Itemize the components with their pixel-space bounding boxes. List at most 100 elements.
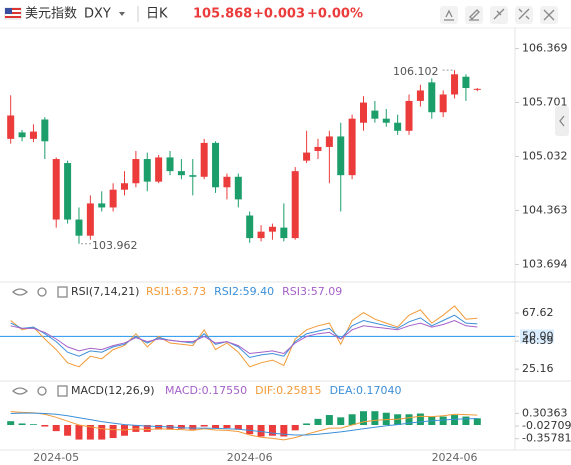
candle-body bbox=[268, 226, 276, 232]
candle-body bbox=[314, 146, 322, 151]
macd-bar bbox=[314, 418, 322, 425]
candle-body bbox=[86, 203, 94, 236]
dropdown-arrow[interactable] bbox=[119, 12, 125, 16]
candle-body bbox=[166, 157, 174, 172]
change: +0.003 bbox=[253, 7, 305, 22]
tool-button[interactable] bbox=[540, 6, 558, 24]
candle-body bbox=[462, 76, 470, 89]
settings-icon[interactable] bbox=[37, 386, 47, 396]
candle-body bbox=[428, 82, 436, 113]
macd-bar bbox=[246, 425, 254, 435]
macd-bar bbox=[155, 425, 163, 430]
candle-body bbox=[303, 152, 311, 161]
macd-bar bbox=[75, 425, 83, 440]
candle-body bbox=[189, 175, 197, 177]
candle-body bbox=[109, 189, 117, 208]
candle-body bbox=[451, 74, 459, 95]
macd-bar bbox=[462, 416, 470, 425]
macd-bar bbox=[143, 425, 151, 432]
rsi-line bbox=[10, 305, 478, 368]
eye-icon[interactable] bbox=[12, 288, 28, 296]
y-tick-label: -0.35781 bbox=[522, 432, 571, 445]
candle-body bbox=[177, 171, 185, 176]
macd-bar bbox=[109, 425, 117, 439]
candle-body bbox=[29, 131, 37, 139]
menu-icon[interactable] bbox=[57, 385, 68, 397]
candle-body bbox=[405, 100, 413, 131]
candle-body bbox=[41, 119, 49, 142]
macd-bar bbox=[268, 425, 276, 436]
legend-entry: RSI3:57.09 bbox=[282, 285, 342, 298]
macd-bar bbox=[257, 425, 265, 437]
tick-label-highlight bbox=[520, 329, 554, 344]
macd-bar bbox=[291, 425, 299, 431]
candle-body bbox=[360, 102, 367, 123]
period[interactable]: 日K bbox=[146, 7, 168, 22]
candle-body bbox=[132, 159, 140, 184]
tool-button[interactable] bbox=[440, 6, 458, 24]
candle-body bbox=[121, 183, 128, 190]
legend-entry: DIF:0.25815 bbox=[255, 384, 321, 397]
candle-body bbox=[348, 118, 356, 176]
symbol-name[interactable]: 美元指数 bbox=[25, 7, 77, 22]
macd-bar bbox=[177, 425, 185, 429]
y-tick-label: 105.032 bbox=[522, 149, 568, 162]
macd-bar bbox=[212, 425, 220, 429]
macd-bar bbox=[325, 415, 333, 425]
change-percent: +0.00% bbox=[307, 7, 363, 22]
candle-body bbox=[64, 163, 72, 220]
candle-body bbox=[155, 157, 163, 182]
tool-button[interactable] bbox=[465, 6, 483, 24]
flag-icon bbox=[4, 7, 22, 20]
macd-bar bbox=[451, 415, 459, 425]
y-tick-label: 25.16 bbox=[522, 362, 554, 375]
macd-bar bbox=[337, 417, 345, 425]
y-tick-label: -0.02709 bbox=[522, 419, 571, 432]
candle-body bbox=[371, 110, 379, 119]
candle-body bbox=[416, 90, 424, 101]
y-tick-label: 106.369 bbox=[522, 42, 568, 55]
macd-bar bbox=[223, 425, 231, 429]
candle-body bbox=[234, 176, 242, 200]
candle-body bbox=[52, 159, 60, 220]
rsi-line bbox=[10, 319, 478, 355]
candle-body bbox=[291, 171, 299, 239]
macd-bar bbox=[371, 411, 379, 425]
max-label: 106.102 bbox=[393, 65, 439, 78]
macd-bar bbox=[7, 421, 15, 425]
macd-bar bbox=[234, 425, 242, 430]
macd-bar bbox=[303, 423, 311, 425]
tool-button[interactable] bbox=[490, 6, 508, 24]
symbol-code[interactable]: DXY bbox=[84, 7, 111, 22]
macd-bar bbox=[382, 412, 390, 425]
candle-body bbox=[143, 159, 151, 182]
macd-bar bbox=[473, 418, 481, 425]
eye-icon[interactable] bbox=[12, 387, 28, 395]
menu-icon[interactable] bbox=[57, 286, 68, 298]
settings-icon[interactable] bbox=[37, 287, 47, 297]
tool-button[interactable] bbox=[515, 6, 533, 24]
candle-body bbox=[325, 136, 333, 147]
legend-entry: RSI1:63.73 bbox=[146, 285, 206, 298]
indicator-title: MACD(12,26,9) bbox=[71, 384, 155, 397]
macd-bar bbox=[41, 425, 49, 427]
macd-bar bbox=[18, 423, 26, 425]
y-tick-label: 0.30363 bbox=[522, 406, 568, 419]
macd-bar bbox=[64, 425, 72, 436]
macd-line bbox=[10, 412, 478, 436]
collapse-tab[interactable] bbox=[555, 106, 569, 136]
macd-bar bbox=[405, 414, 413, 425]
rsi-line bbox=[10, 314, 478, 359]
candle-body bbox=[98, 203, 106, 208]
macd-bar bbox=[348, 414, 356, 425]
x-tick-label: 2024-05 bbox=[33, 451, 79, 464]
candle-body bbox=[473, 88, 481, 90]
candle-body bbox=[280, 227, 288, 239]
toolbar bbox=[440, 6, 558, 24]
y-tick-label: 67.62 bbox=[522, 306, 554, 319]
macd-bar bbox=[86, 425, 94, 440]
candle-body bbox=[394, 122, 402, 131]
candle-body bbox=[75, 219, 83, 236]
candle-body bbox=[223, 176, 231, 188]
